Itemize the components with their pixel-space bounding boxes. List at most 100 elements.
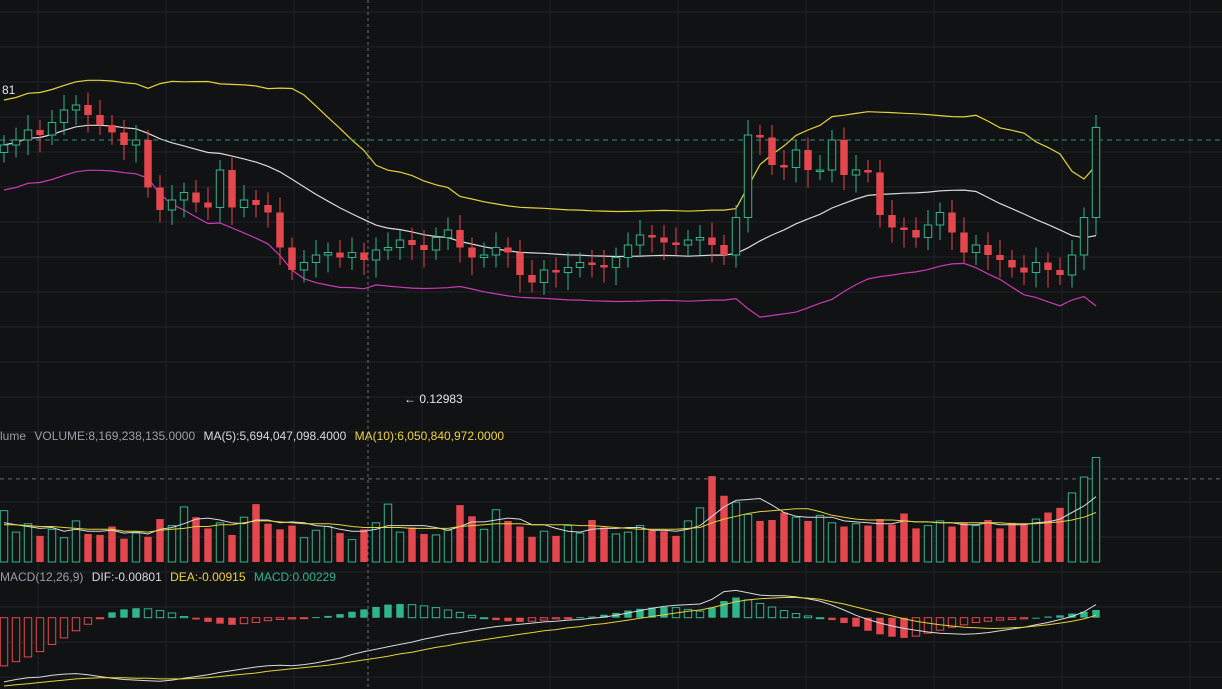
candle-up [575, 262, 585, 268]
volume-bar-up [395, 531, 405, 563]
candle-down [204, 202, 212, 208]
candle-down [264, 205, 272, 213]
macd-bar-negative [995, 617, 1005, 621]
macd-bar-positive [132, 608, 140, 618]
candle-up [1079, 217, 1089, 256]
volume-legend: lume VOLUME:8,169,238,135.0000 MA(5):5,6… [0, 429, 509, 443]
candle-up [395, 239, 405, 248]
macd-bar-positive [431, 607, 441, 619]
macd-bar-negative [71, 617, 81, 632]
volume-legend-value: VOLUME:8,169,238,135.0000 [34, 429, 196, 443]
volume-panel [0, 456, 1222, 563]
macd-bar-positive [455, 611, 465, 619]
macd-bar-negative [287, 617, 297, 620]
candle-up [11, 139, 21, 146]
volume-bar-up [131, 532, 141, 563]
macd-bar-positive [1056, 615, 1064, 618]
volume-bar-down [156, 519, 164, 562]
macd-bar-negative [59, 617, 69, 639]
candle-down [408, 240, 416, 245]
macd-bar-positive [791, 613, 801, 619]
macd-bar-negative [299, 617, 309, 620]
volume-bar-down [264, 523, 272, 562]
macd-bar-negative [864, 617, 872, 631]
volume-bar-up [23, 523, 33, 563]
candle-down [252, 200, 260, 205]
macd-bar-positive [1068, 613, 1076, 618]
volume-bar-down [708, 476, 716, 562]
macd-bar-positive [1032, 617, 1040, 619]
volume-bar-down [456, 505, 464, 562]
volume-bar-up [323, 526, 333, 563]
candle-down [156, 187, 164, 210]
volume-bar-up [935, 520, 945, 563]
macd-bar-negative [876, 617, 884, 635]
volume-bar-down [996, 528, 1004, 562]
candle-down [996, 255, 1004, 260]
macd-bar-negative [251, 617, 261, 623]
macd-bar-positive [179, 616, 189, 619]
macd-bar-positive [576, 617, 584, 619]
volume-bar-down [1008, 522, 1016, 562]
candle-down [120, 132, 128, 145]
candle-down [360, 252, 368, 260]
volume-bar-up [311, 529, 321, 563]
candle-up [695, 237, 705, 241]
volume-bar-down [600, 527, 608, 562]
volume-bar-down [528, 536, 536, 562]
macd-bar-positive [348, 611, 356, 618]
candle-down [840, 140, 848, 175]
volume-bar-down [780, 512, 788, 562]
volume-bar-up [383, 503, 393, 563]
volume-bar-down [1044, 512, 1052, 562]
candle-down [900, 227, 908, 230]
candle-up [563, 267, 573, 273]
volume-bar-down [672, 535, 680, 562]
candle-up [1031, 262, 1041, 273]
volume-bar-up [71, 520, 81, 563]
macd-bar-positive [636, 608, 644, 618]
macd-bar-positive [143, 608, 153, 619]
candle-up [323, 252, 333, 256]
macd-bar-negative [539, 617, 549, 621]
macd-bar-positive [1044, 616, 1052, 618]
candle-down [804, 150, 812, 170]
candle-down [420, 245, 428, 250]
macd-bar-negative [239, 617, 249, 625]
candle-down [36, 130, 44, 135]
macd-bar-positive [755, 602, 765, 619]
macd-bar-negative [551, 617, 561, 620]
volume-bar-up [371, 522, 381, 563]
macd-bar-negative [0, 617, 9, 667]
volume-bar-up [791, 516, 801, 563]
candle-down [672, 242, 680, 245]
volume-bar-up [1067, 492, 1077, 563]
macd-bar-positive [407, 604, 417, 619]
macd-bar-negative [192, 617, 200, 620]
volume-bar-up [347, 539, 357, 563]
candle-up [611, 257, 621, 268]
volume-bar-down [144, 536, 152, 562]
macd-bar-positive [588, 616, 596, 618]
macd-bar-positive [767, 606, 777, 619]
macd-bar-negative [828, 617, 836, 621]
candle-up [479, 254, 489, 258]
candle-up [635, 234, 645, 246]
macd-bar-negative [204, 617, 212, 622]
volume-bar-down [588, 520, 596, 562]
macd-bar-negative [95, 617, 105, 620]
macd-bar-positive [467, 614, 477, 619]
bollinger-lower-line [3, 169, 1097, 318]
candle-up [239, 199, 249, 208]
candle-down [276, 212, 284, 248]
macd-legend: MACD(12,26,9) DIF:-0.00801 DEA:-0.00915 … [0, 570, 341, 584]
volume-bar-up [59, 537, 69, 563]
volume-bar-down [840, 526, 848, 562]
volume-bar-down [552, 535, 560, 562]
macd-bar-positive [479, 617, 489, 620]
candle-down [660, 237, 668, 243]
candle-up [743, 134, 753, 218]
macd-bar-positive [372, 607, 380, 618]
macd-bar-positive [396, 604, 404, 618]
